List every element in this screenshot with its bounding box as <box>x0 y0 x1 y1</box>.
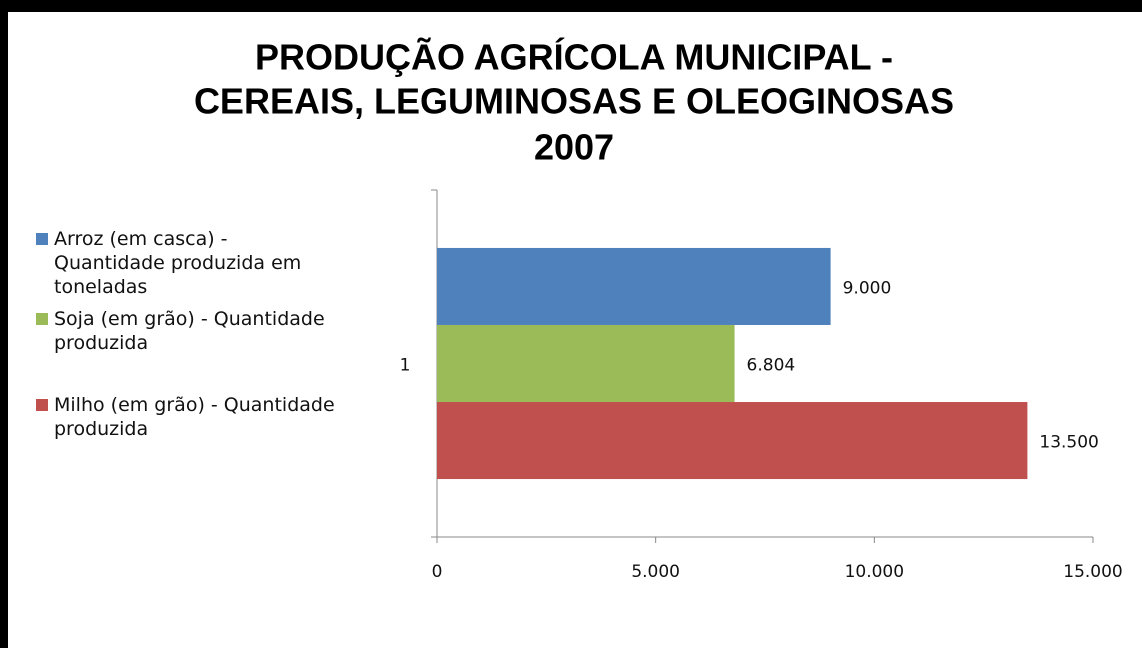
legend-entry: Arroz (em casca) - Quantidade produzida … <box>36 227 366 299</box>
bar <box>437 402 1028 480</box>
chart-title: 2007 <box>534 127 614 168</box>
legend-entry: Soja (em grão) - Quantidade produzida <box>36 307 366 355</box>
data-label: 13.500 <box>1039 433 1098 453</box>
data-label: 6.804 <box>747 356 796 376</box>
bar <box>437 324 735 403</box>
y-tick-label: 1 <box>400 356 411 376</box>
legend-label: Arroz (em casca) - Quantidade produzida … <box>54 228 302 298</box>
data-label: 9.000 <box>843 278 892 298</box>
legend-entry: Milho (em grão) - Quantidade produzida <box>36 393 366 441</box>
legend-swatch <box>36 399 48 411</box>
legend-label: Milho (em grão) - Quantidade produzida <box>54 394 335 440</box>
legend-swatch <box>36 233 48 245</box>
chart: PRODUÇÃO AGRÍCOLA MUNICIPAL -CEREAIS, LE… <box>194 36 1123 582</box>
bar <box>437 247 831 325</box>
legend-label: Soja (em grão) - Quantidade produzida <box>54 308 325 354</box>
x-tick-label: 5.000 <box>631 562 680 582</box>
x-tick-label: 10.000 <box>845 562 904 582</box>
chart-frame: PRODUÇÃO AGRÍCOLA MUNICIPAL - CEREAIS, LE… <box>8 12 1142 648</box>
chart-title: PRODUÇÃO AGRÍCOLA MUNICIPAL - <box>255 36 893 78</box>
x-tick-label: 0 <box>432 562 443 582</box>
legend: Arroz (em casca) - Quantidade produzida … <box>36 227 366 441</box>
x-tick-label: 15.000 <box>1063 562 1122 582</box>
legend-swatch <box>36 313 48 325</box>
chart-title: CEREAIS, LEGUMINOSAS E OLEOGINOSAS <box>194 81 954 122</box>
